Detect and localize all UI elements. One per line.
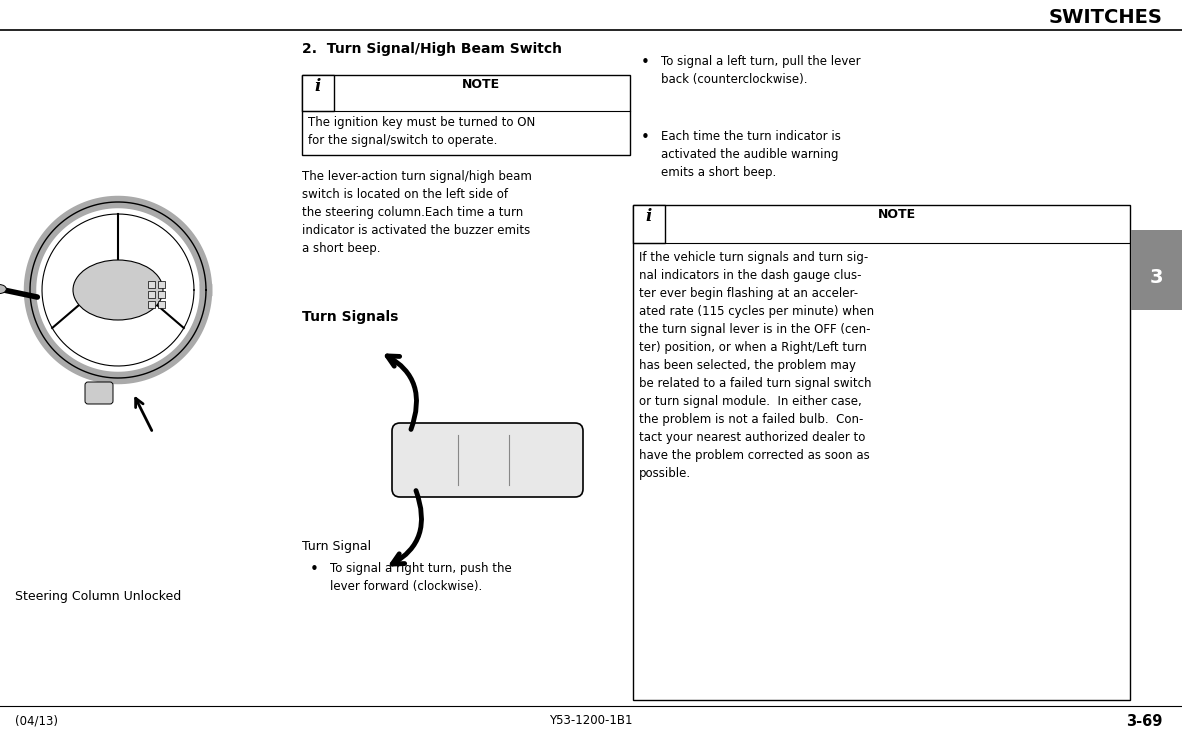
Text: •: •	[310, 562, 319, 577]
Bar	[148, 301, 155, 308]
Bar	[634, 205, 1130, 700]
FancyBboxPatch shape	[85, 382, 113, 404]
Text: Turn Signals: Turn Signals	[301, 310, 398, 324]
Text: Steering Column Unlocked: Steering Column Unlocked	[15, 590, 181, 603]
Text: 3: 3	[1149, 268, 1163, 287]
Text: Turn Signal: Turn Signal	[301, 540, 371, 553]
Text: i: i	[645, 208, 652, 225]
Text: 2.  Turn Signal/High Beam Switch: 2. Turn Signal/High Beam Switch	[301, 42, 561, 56]
Bar	[301, 75, 630, 155]
Bar	[158, 301, 165, 308]
Text: •: •	[641, 130, 650, 145]
Text: NOTE: NOTE	[877, 208, 916, 221]
Text: Each time the turn indicator is
activated the audible warning
emits a short beep: Each time the turn indicator is activate…	[661, 130, 840, 179]
Text: To signal a right turn, push the
lever forward (clockwise).: To signal a right turn, push the lever f…	[330, 562, 512, 593]
Text: (04/13): (04/13)	[15, 714, 58, 727]
Bar	[301, 75, 335, 111]
Ellipse shape	[73, 260, 163, 320]
Text: Y53-1200-1B1: Y53-1200-1B1	[550, 714, 632, 727]
Text: The ignition key must be turned to ON
for the signal/switch to operate.: The ignition key must be turned to ON fo…	[309, 116, 535, 147]
Ellipse shape	[0, 285, 6, 294]
Bar	[634, 205, 665, 243]
Text: NOTE: NOTE	[462, 78, 500, 91]
Bar	[1131, 230, 1182, 310]
FancyBboxPatch shape	[392, 423, 583, 497]
Text: The lever-action turn signal/high beam
switch is located on the left side of
the: The lever-action turn signal/high beam s…	[301, 170, 532, 255]
Text: •: •	[641, 55, 650, 70]
Text: 3-69: 3-69	[1125, 714, 1162, 729]
Bar	[158, 291, 165, 298]
Bar	[148, 281, 155, 288]
Text: If the vehicle turn signals and turn sig-
nal indicators in the dash gauge clus-: If the vehicle turn signals and turn sig…	[639, 251, 875, 480]
Bar	[158, 281, 165, 288]
Text: SWITCHES: SWITCHES	[1048, 8, 1162, 27]
Text: To signal a left turn, pull the lever
back (counterclockwise).: To signal a left turn, pull the lever ba…	[661, 55, 860, 86]
Text: i: i	[314, 78, 322, 95]
Bar	[148, 291, 155, 298]
